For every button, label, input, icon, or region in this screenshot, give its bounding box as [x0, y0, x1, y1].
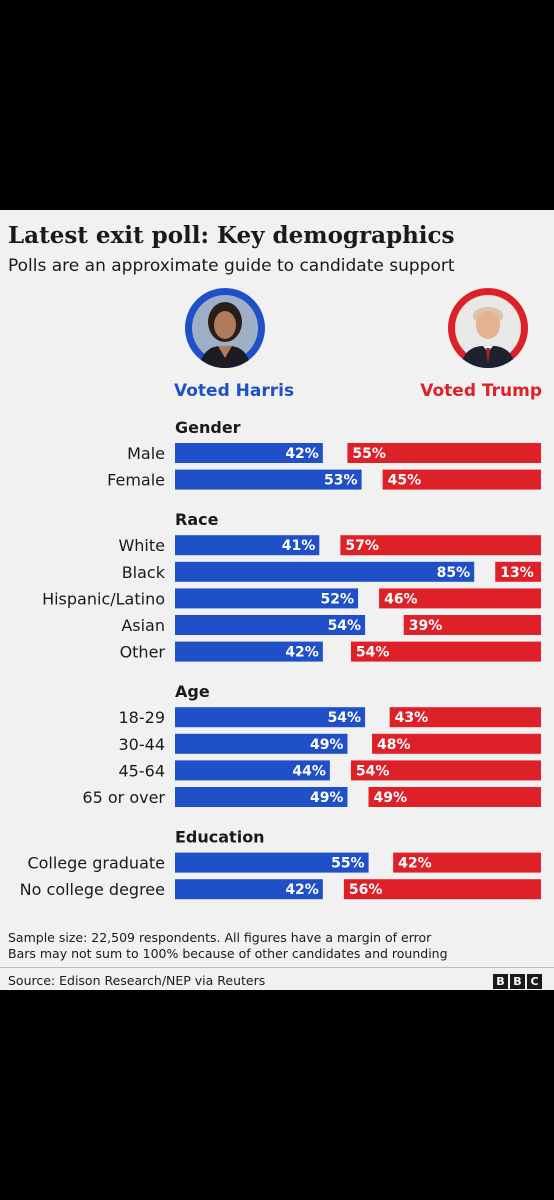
- row-label: College graduate: [27, 854, 165, 873]
- harris-bar: [175, 707, 366, 728]
- row-label: 30-44: [119, 735, 166, 754]
- trump-bar: [393, 852, 541, 873]
- row-label: 18-29: [119, 708, 166, 727]
- trump-bar: [389, 707, 541, 728]
- group-heading: Race: [175, 510, 219, 529]
- bbc-logo: B B C: [493, 974, 542, 989]
- trump-value-label: 49%: [374, 790, 408, 806]
- trump-bar: [343, 879, 541, 900]
- bbc-logo-letter: C: [527, 974, 542, 989]
- harris-value-label: 85%: [437, 565, 471, 581]
- row-label: 45-64: [119, 761, 166, 780]
- trump-bar: [403, 615, 541, 635]
- row-label: Male: [127, 444, 165, 463]
- harris-bar: [175, 615, 366, 635]
- row-label: Female: [107, 471, 165, 490]
- trump-portrait: [448, 288, 528, 368]
- harris-value-label: 41%: [282, 538, 316, 554]
- trump-value-label: 45%: [388, 473, 422, 489]
- chart-card: Latest exit poll: Key demographics Polls…: [0, 210, 554, 990]
- trump-bar: [495, 561, 541, 582]
- harris-bar: [175, 787, 348, 807]
- trump-legend-label: Voted Trump: [420, 381, 542, 401]
- trump-bar: [382, 469, 541, 490]
- trump-bar: [347, 443, 541, 463]
- harris-bar: [175, 852, 369, 873]
- trump-value-label: 42%: [398, 856, 432, 872]
- harris-value-label: 54%: [328, 618, 362, 634]
- footnote-rounding: Bars may not sum to 100% because of othe…: [8, 946, 448, 961]
- footer-divider: [0, 967, 554, 968]
- source-note: Source: Edison Research/NEP via Reuters: [8, 973, 266, 988]
- row-label: No college degree: [20, 880, 165, 899]
- harris-bar: [175, 535, 320, 556]
- row-label: Black: [122, 563, 166, 582]
- harris-value-label: 42%: [285, 882, 319, 898]
- harris-value-label: 49%: [310, 790, 344, 806]
- trump-bar: [379, 588, 541, 609]
- harris-value-label: 54%: [328, 710, 362, 726]
- chart-title: Latest exit poll: Key demographics: [8, 222, 455, 249]
- harris-bar: [175, 879, 323, 900]
- harris-bar: [175, 469, 362, 490]
- bbc-logo-letter: B: [510, 974, 525, 989]
- row-label: Asian: [121, 616, 165, 635]
- trump-value-label: 48%: [377, 737, 411, 753]
- trump-bar: [350, 760, 541, 781]
- harris-bar: [175, 443, 323, 463]
- trump-value-label: 55%: [352, 446, 386, 462]
- trump-value-label: 46%: [384, 591, 418, 607]
- trump-value-label: 54%: [356, 763, 390, 779]
- exit-poll-chart: Gender Male 42% 55% Female 53% 45% Race White 41%…: [20, 418, 541, 900]
- trump-bar: [350, 641, 541, 662]
- harris-bar: [175, 641, 323, 662]
- trump-value-label: 54%: [356, 645, 390, 661]
- row-label: Hispanic/Latino: [42, 589, 165, 608]
- harris-value-label: 44%: [292, 763, 326, 779]
- harris-value-label: 55%: [331, 856, 365, 872]
- trump-bar: [372, 733, 541, 754]
- trump-value-label: 43%: [395, 710, 429, 726]
- row-label: 65 or over: [82, 788, 165, 807]
- harris-value-label: 49%: [310, 737, 344, 753]
- trump-value-label: 13%: [500, 565, 534, 581]
- harris-bar: [175, 733, 348, 754]
- chart-subtitle: Polls are an approximate guide to candid…: [8, 256, 455, 276]
- row-label: Other: [120, 643, 166, 662]
- harris-bar: [175, 588, 359, 609]
- harris-value-label: 53%: [324, 473, 358, 489]
- row-label: White: [118, 536, 165, 555]
- trump-value-label: 39%: [409, 618, 443, 634]
- trump-value-label: 56%: [349, 882, 383, 898]
- harris-value-label: 42%: [285, 645, 319, 661]
- trump-bar: [368, 787, 541, 807]
- harris-value-label: 42%: [285, 446, 319, 462]
- footnote-sample-size: Sample size: 22,509 respondents. All fig…: [8, 930, 432, 945]
- harris-portrait: [185, 288, 265, 368]
- group-heading: Education: [175, 828, 265, 847]
- bbc-logo-letter: B: [493, 974, 508, 989]
- trump-bar: [340, 535, 541, 556]
- harris-bar: [175, 760, 330, 781]
- harris-bar: [175, 561, 475, 582]
- harris-legend-label: Voted Harris: [174, 381, 295, 401]
- group-heading: Age: [175, 682, 210, 701]
- harris-value-label: 52%: [321, 591, 355, 607]
- group-heading: Gender: [175, 418, 241, 437]
- trump-value-label: 57%: [345, 538, 379, 554]
